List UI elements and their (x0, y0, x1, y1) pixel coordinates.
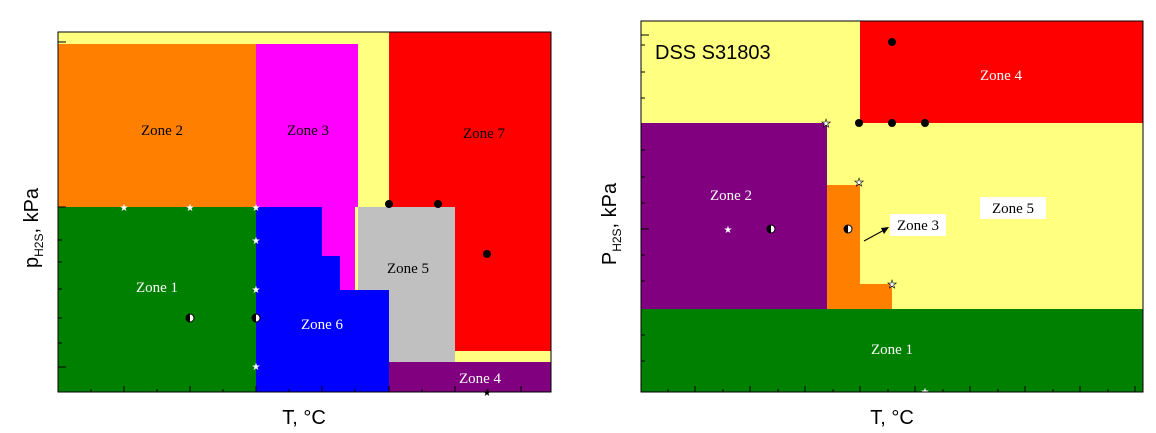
zone-label: Zone 2 (141, 123, 183, 139)
zone-label: Zone 6 (301, 317, 344, 333)
half-filled-marker (251, 313, 261, 323)
left-y-axis-label: pH2S, kPa (21, 187, 46, 268)
star-marker: ★ (252, 285, 261, 296)
right-zone-2-region (641, 123, 827, 309)
right-zone-1-region (641, 309, 1143, 392)
right-panel-title: DSS S31803 (655, 42, 771, 64)
left-zone-7-region (389, 32, 551, 351)
solid-marker (385, 200, 393, 208)
zone-5-label-box (980, 197, 1046, 219)
left-x-axis-label: T, °C (282, 407, 326, 429)
star-marker: ★ (252, 362, 261, 373)
zone-label: Zone 5 (387, 261, 429, 277)
star-marker: ★ (120, 203, 129, 214)
zone-label: Zone 1 (136, 280, 178, 296)
left-zone-2-region (58, 44, 256, 207)
right-x-axis-label: T, °C (870, 407, 914, 429)
left-panel: ★ ★ ★ ★ ★ ★ ★ Zone 2 Zone 3 Zone 7 Zone … (21, 31, 552, 429)
solid-marker (434, 200, 442, 208)
star-marker: ★ (252, 236, 261, 247)
left-plot-frame (57, 31, 552, 393)
right-plot-frame (640, 20, 1144, 393)
zone-label: Zone 4 (980, 68, 1023, 84)
half-filled-marker (185, 313, 195, 323)
zone-3-pointer-arrow (863, 227, 889, 242)
half-filled-marker (843, 224, 853, 234)
solid-marker (483, 250, 491, 258)
right-zone-3-region (827, 185, 892, 309)
right-zone-4-region (860, 21, 1143, 123)
left-zone-5-region (358, 207, 455, 362)
right-axis-ticks (641, 34, 1136, 392)
left-zone-1-region (58, 207, 256, 392)
left-axis-ticks (58, 41, 522, 392)
left-zone-3-region (256, 44, 358, 290)
zone-label: Zone 1 (871, 342, 913, 358)
zone-label: Zone 2 (710, 188, 752, 204)
right-panel: ★ ★ ★ ★ ★ DSS S31803 Zone 4 Zone 2 Zone … (599, 20, 1144, 429)
star-marker: ★ (821, 118, 831, 130)
star-marker: ★ (887, 279, 897, 291)
zone-3-label-box (890, 214, 946, 236)
star-marker: ★ (252, 203, 261, 214)
star-marker: ★ (724, 225, 733, 236)
solid-marker (921, 119, 929, 127)
left-zone-4-region (389, 362, 551, 392)
zone-label: Zone 4 (459, 371, 502, 387)
zone-label: Zone 3 (897, 218, 939, 234)
star-marker: ★ (186, 203, 195, 214)
zone-label: Zone 3 (287, 123, 329, 139)
solid-marker (888, 38, 896, 46)
solid-marker (888, 119, 896, 127)
left-zone-6-region (256, 207, 389, 392)
star-marker: ★ (854, 177, 864, 189)
half-filled-marker (766, 224, 776, 234)
star-marker: ★ (483, 388, 492, 399)
left-markers: ★ ★ ★ ★ ★ ★ ★ (120, 200, 492, 399)
zone-label: Zone 7 (463, 126, 506, 142)
solid-marker (855, 119, 863, 127)
zone-label: Zone 5 (992, 201, 1034, 217)
right-y-axis-label: PH2S, kPa (599, 182, 624, 265)
